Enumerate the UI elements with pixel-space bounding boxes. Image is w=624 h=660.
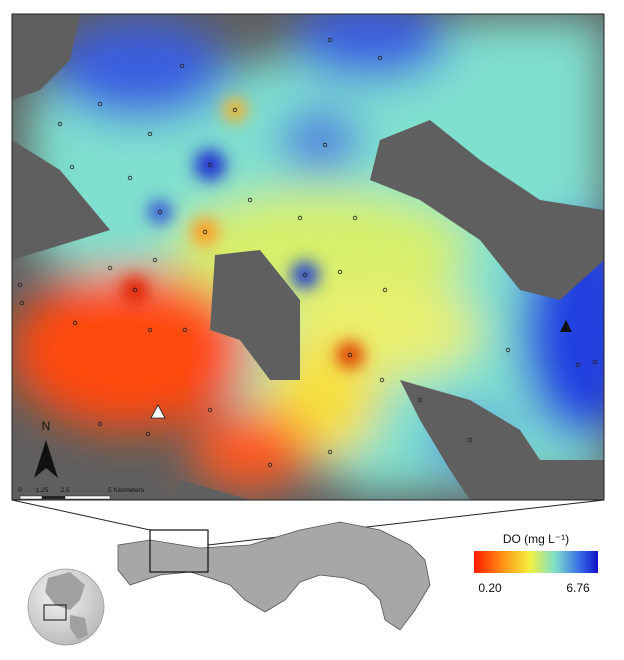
scale-label: 5 Kilometers <box>108 487 145 494</box>
scale-label: 1.25 <box>36 487 49 494</box>
north-label: N <box>42 419 51 433</box>
land <box>12 14 604 500</box>
inset-box <box>149 529 209 573</box>
sample-points <box>17 37 598 468</box>
legend-gradient <box>474 551 598 573</box>
panama <box>117 521 431 631</box>
scale-label: 0 <box>18 487 22 494</box>
legend-title: DO (mg L⁻¹) <box>503 532 569 546</box>
scale-bar <box>19 495 111 500</box>
connector <box>11 499 151 531</box>
legend-min: 0.20 <box>478 581 502 595</box>
globe-box <box>43 604 67 621</box>
legend-max: 6.76 <box>566 581 590 595</box>
scale-label: 2.5 <box>60 487 69 494</box>
north-arrow <box>34 440 58 478</box>
map-frame <box>11 13 605 501</box>
map-main: N 0 1.25 2.5 5 Kilometers <box>12 14 604 500</box>
